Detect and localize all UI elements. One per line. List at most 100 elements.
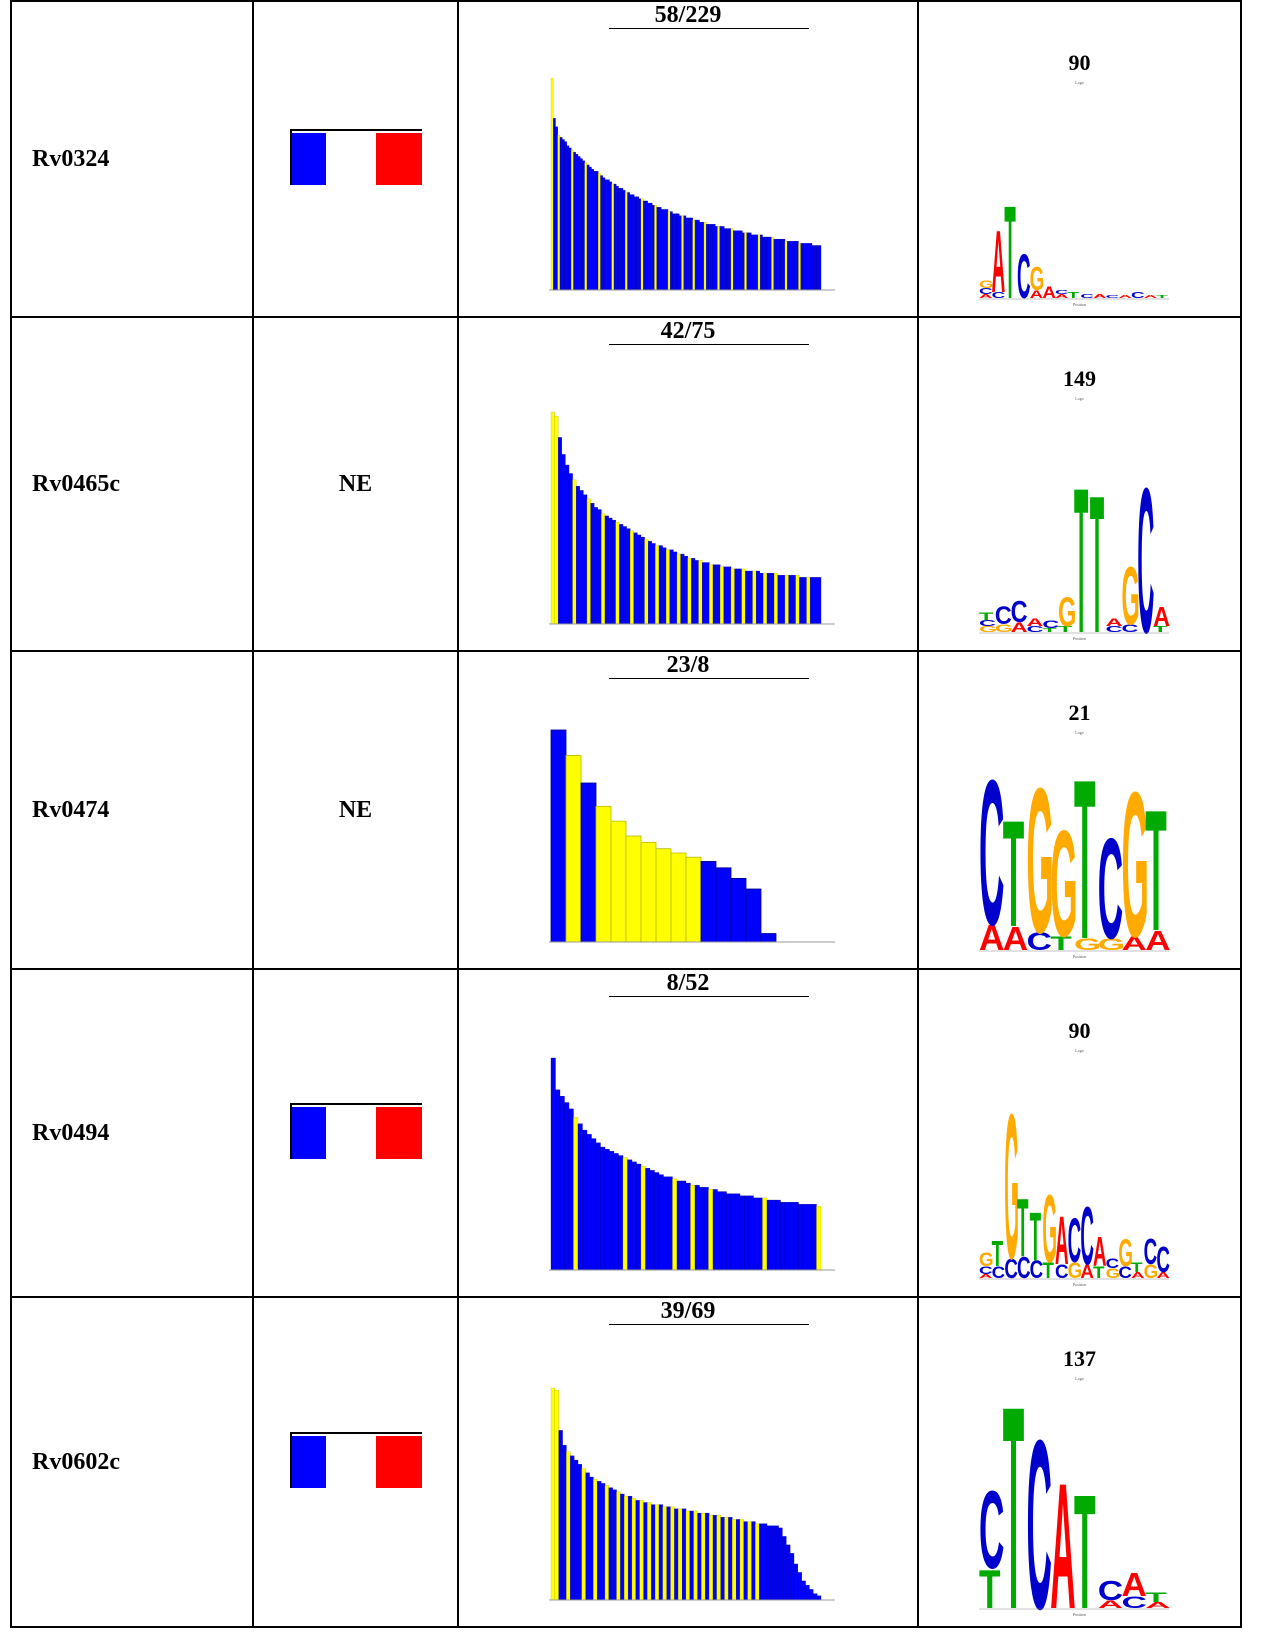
profile-bar bbox=[715, 867, 732, 943]
profile-bar bbox=[802, 1204, 808, 1271]
logo-caption: Logo bbox=[1075, 1048, 1084, 1053]
profile-bar bbox=[663, 209, 666, 291]
profile-bar bbox=[662, 1506, 667, 1601]
logo-letter: T bbox=[1017, 1182, 1028, 1274]
logo-letter: C bbox=[992, 291, 1006, 300]
direction-flag-icon bbox=[289, 128, 422, 185]
profile-bar bbox=[676, 1180, 682, 1271]
profile-bar bbox=[719, 226, 723, 291]
profile-bar bbox=[705, 1512, 710, 1601]
profile-bar bbox=[591, 1138, 597, 1271]
logo-letter: A bbox=[1093, 293, 1107, 299]
profile-bar bbox=[608, 517, 613, 625]
profile-bar bbox=[669, 549, 674, 625]
logo-letter: A bbox=[1118, 294, 1132, 299]
profile-bar bbox=[674, 213, 678, 291]
profile-cell: 42/75 bbox=[457, 316, 919, 652]
profile-bar bbox=[748, 1195, 754, 1271]
logo-letter: A bbox=[1144, 294, 1158, 299]
profile-bar bbox=[774, 572, 778, 625]
profile-bar bbox=[706, 224, 709, 291]
profile-bar bbox=[611, 183, 615, 291]
profile-bar bbox=[620, 1493, 625, 1601]
profile-bar bbox=[630, 530, 634, 625]
profile-bar bbox=[566, 145, 570, 291]
profile-bar bbox=[726, 228, 729, 291]
profile-bar bbox=[797, 1572, 802, 1601]
profile-bar bbox=[766, 572, 771, 625]
logo-letter: C bbox=[1017, 241, 1031, 306]
logo-letter: T bbox=[1003, 1396, 1024, 1616]
logo-letter: C bbox=[1027, 624, 1044, 633]
profile-bar bbox=[577, 156, 581, 291]
profile-bar bbox=[784, 575, 789, 625]
profile-bar bbox=[726, 1193, 732, 1271]
profile-bar bbox=[712, 1189, 718, 1271]
profile-bar bbox=[573, 152, 576, 291]
logo-letter: A bbox=[1122, 1567, 1147, 1604]
logo-letter: T bbox=[1003, 790, 1024, 958]
profile-bar bbox=[733, 230, 736, 291]
profile-bar bbox=[625, 192, 628, 291]
profile-bar bbox=[809, 1589, 814, 1601]
profile-bar bbox=[647, 1502, 652, 1601]
profile-bar bbox=[775, 1199, 781, 1271]
profile-bar bbox=[751, 1521, 756, 1601]
profile-bar bbox=[724, 1517, 729, 1601]
profile-ratio: 39/69 bbox=[660, 1298, 716, 1324]
logo-letter: A bbox=[1050, 1447, 1075, 1616]
profile-bar bbox=[610, 820, 627, 943]
logo-letter: G bbox=[1004, 1072, 1019, 1286]
status-cell: NE bbox=[252, 316, 459, 652]
profile-bar bbox=[683, 215, 687, 291]
logo-letter: T bbox=[1074, 1460, 1095, 1616]
profile-bar bbox=[550, 729, 567, 943]
profile-bar bbox=[597, 509, 602, 625]
profile-bar bbox=[615, 522, 620, 625]
profile-bar bbox=[805, 243, 808, 291]
profile-bar bbox=[629, 194, 633, 291]
logo-letter: C bbox=[1106, 624, 1123, 633]
profile-bar bbox=[618, 1155, 624, 1271]
profile-bar bbox=[636, 1163, 642, 1271]
profile-bar bbox=[793, 1202, 799, 1271]
profile-bar bbox=[620, 188, 624, 291]
logo-letter: C bbox=[1055, 1262, 1069, 1283]
profile-bar bbox=[579, 490, 584, 625]
profile-bar bbox=[582, 1129, 588, 1271]
logo-letter: A bbox=[1027, 616, 1044, 629]
profile-bar bbox=[631, 1498, 637, 1601]
profile-bar bbox=[633, 532, 638, 625]
profile-bar bbox=[580, 158, 583, 291]
logo-letter: C bbox=[1080, 293, 1094, 299]
profile-bar bbox=[728, 1517, 733, 1601]
profile-bar bbox=[674, 1508, 679, 1601]
logo-letter: G bbox=[1144, 1262, 1159, 1283]
profile-bar bbox=[589, 1476, 594, 1601]
profile-bar bbox=[600, 1146, 606, 1271]
profile-bar bbox=[781, 575, 786, 625]
logo-letter: A bbox=[992, 212, 1006, 306]
profile-bar bbox=[598, 173, 601, 291]
logo-letter: A bbox=[1153, 602, 1170, 632]
profile-bar bbox=[800, 243, 804, 291]
logo-letter: C bbox=[1027, 1396, 1052, 1616]
logo-letter: C bbox=[1106, 1256, 1120, 1271]
profile-bar bbox=[627, 192, 630, 291]
profile-bar bbox=[604, 179, 608, 291]
logo-letter: T bbox=[1074, 447, 1088, 640]
profile-bar bbox=[721, 1191, 727, 1271]
profile-bar bbox=[753, 1197, 759, 1271]
logo-caption: Logo bbox=[1075, 730, 1084, 735]
logo-letter: C bbox=[1030, 1255, 1044, 1283]
profile-bar bbox=[759, 572, 764, 625]
profile-bar bbox=[586, 1134, 592, 1271]
profile-bar bbox=[730, 1193, 736, 1271]
profile-bar bbox=[745, 570, 750, 625]
profile-bar bbox=[590, 503, 595, 625]
gene-id: Rv0602c bbox=[10, 1296, 254, 1628]
profile-bar bbox=[717, 1191, 723, 1271]
profile-bar bbox=[721, 226, 725, 291]
profile-bar bbox=[789, 241, 792, 291]
